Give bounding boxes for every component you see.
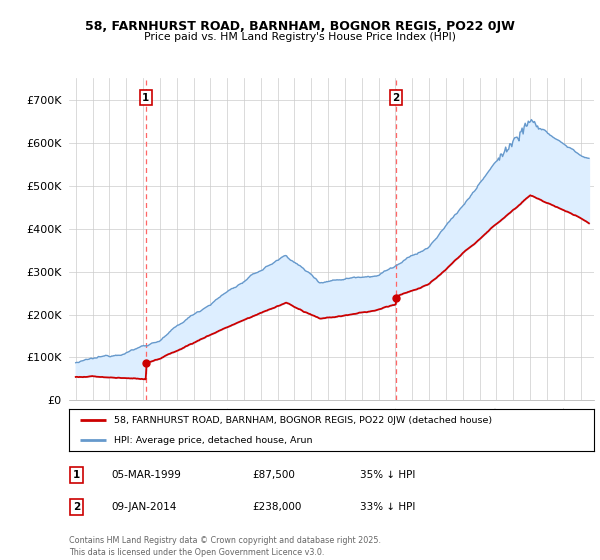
- Text: £238,000: £238,000: [252, 502, 301, 512]
- Text: 2: 2: [392, 93, 400, 103]
- Text: 1: 1: [73, 470, 80, 480]
- Text: 05-MAR-1999: 05-MAR-1999: [111, 470, 181, 480]
- Text: 2: 2: [73, 502, 80, 512]
- Text: 35% ↓ HPI: 35% ↓ HPI: [360, 470, 415, 480]
- Text: 33% ↓ HPI: 33% ↓ HPI: [360, 502, 415, 512]
- Text: Contains HM Land Registry data © Crown copyright and database right 2025.
This d: Contains HM Land Registry data © Crown c…: [69, 536, 381, 557]
- Text: 58, FARNHURST ROAD, BARNHAM, BOGNOR REGIS, PO22 0JW (detached house): 58, FARNHURST ROAD, BARNHAM, BOGNOR REGI…: [113, 416, 492, 424]
- Text: 09-JAN-2014: 09-JAN-2014: [111, 502, 176, 512]
- Text: £87,500: £87,500: [252, 470, 295, 480]
- Text: 58, FARNHURST ROAD, BARNHAM, BOGNOR REGIS, PO22 0JW: 58, FARNHURST ROAD, BARNHAM, BOGNOR REGI…: [85, 20, 515, 32]
- Text: Price paid vs. HM Land Registry's House Price Index (HPI): Price paid vs. HM Land Registry's House …: [144, 32, 456, 43]
- Text: HPI: Average price, detached house, Arun: HPI: Average price, detached house, Arun: [113, 436, 312, 445]
- Text: 1: 1: [142, 93, 149, 103]
